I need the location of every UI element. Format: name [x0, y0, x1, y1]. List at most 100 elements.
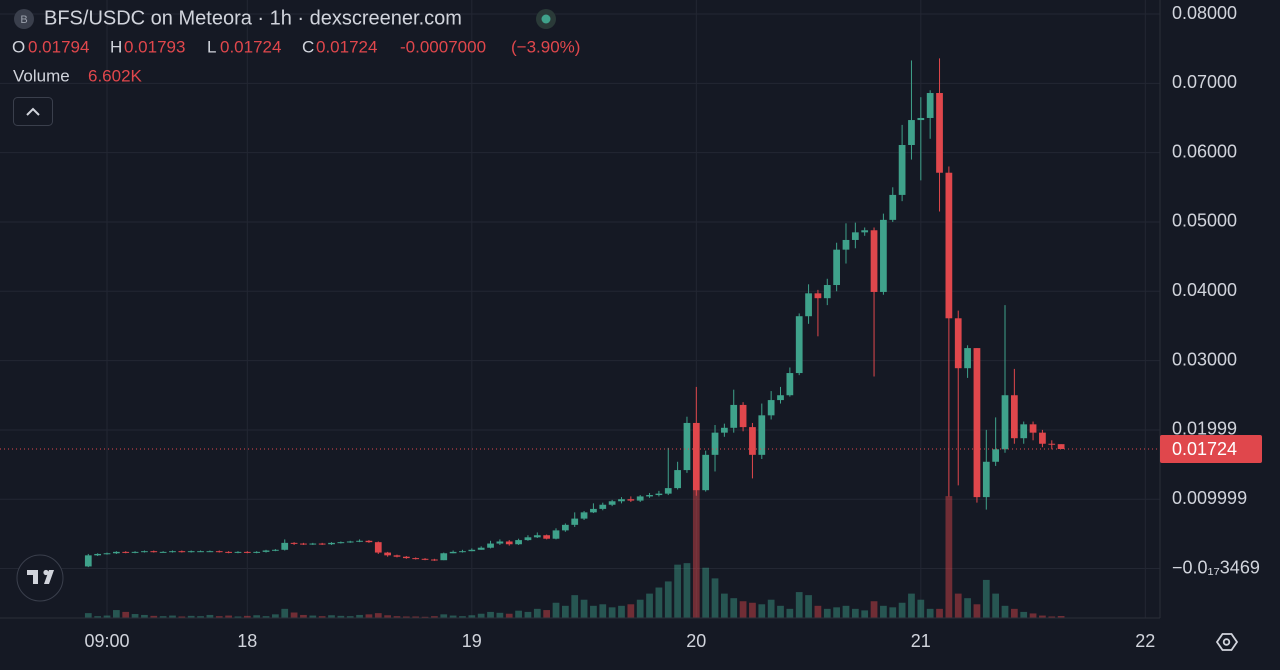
candle-body — [786, 373, 794, 396]
candle-body — [805, 293, 812, 317]
volume-bar — [159, 616, 167, 618]
candle-layer — [84, 58, 1065, 568]
candle-body — [1029, 424, 1037, 433]
volume-bar — [1001, 605, 1009, 618]
volume-bar — [805, 595, 812, 618]
candle-body — [281, 542, 289, 550]
candle-body — [412, 558, 420, 560]
x-tick-label: 18 — [237, 631, 257, 651]
volume-bar — [739, 601, 747, 618]
settings-icon[interactable] — [1215, 633, 1239, 651]
y-tick-label: 0.009999 — [1172, 488, 1247, 508]
volume-bar — [505, 613, 513, 618]
candle-body — [758, 415, 766, 455]
candle-body — [861, 230, 869, 233]
volume-bar — [664, 581, 672, 618]
volume-bar — [402, 616, 410, 618]
close-label: C — [302, 37, 314, 56]
tradingview-logo[interactable] — [16, 554, 64, 602]
y-tick-label: −0.0₁₇3469 — [1172, 557, 1260, 577]
candle-body — [131, 551, 139, 553]
candle-body — [870, 230, 878, 292]
token-icon-letter: B — [20, 14, 27, 26]
chart-title: BFS/USDC on Meteora · 1h · dexscreener.c… — [44, 7, 462, 29]
candle-body — [440, 553, 448, 561]
x-tick-label: 09:00 — [84, 631, 129, 651]
volume-bar — [1057, 615, 1065, 618]
candle-body — [552, 530, 560, 539]
volume-bar — [982, 579, 990, 618]
candle-body — [103, 553, 111, 555]
volume-bar — [590, 605, 597, 618]
volume-bar — [823, 608, 831, 618]
candle-body — [262, 550, 270, 552]
candle-body — [898, 145, 906, 195]
volume-bar — [150, 615, 158, 618]
volume-bar — [393, 616, 401, 618]
candle-body — [431, 559, 438, 561]
candle-body — [1001, 395, 1009, 450]
token-icon — [14, 9, 34, 29]
x-tick-label: 21 — [911, 631, 931, 651]
volume-bar — [964, 598, 971, 618]
volume-bar — [1020, 611, 1028, 618]
volume-bar — [749, 602, 756, 618]
volume-bar — [721, 593, 728, 618]
candle-body — [608, 501, 616, 505]
candle-body — [889, 194, 897, 220]
volume-bar — [487, 611, 494, 618]
volume-layer — [84, 490, 1065, 618]
candle-body — [1010, 395, 1018, 439]
volume-bar — [992, 593, 1000, 618]
candle-body — [346, 541, 354, 543]
volume-bar — [571, 595, 579, 618]
volume-bar — [954, 593, 962, 618]
candle-body — [328, 542, 335, 545]
candle-body — [674, 470, 681, 489]
y-tick-label: 0.03000 — [1172, 349, 1237, 369]
candle-body — [917, 117, 925, 121]
volume-bar — [141, 614, 148, 618]
candle-body — [449, 551, 457, 554]
candle-body — [973, 348, 981, 498]
candle-body — [1039, 432, 1046, 444]
candle-body — [290, 542, 298, 544]
close-value: 0.01724 — [316, 37, 377, 56]
collapse-button[interactable] — [13, 97, 53, 126]
volume-bar — [561, 605, 569, 618]
candle-body — [122, 551, 130, 553]
candle-body — [749, 427, 756, 455]
candle-body — [215, 551, 223, 553]
candle-body — [767, 400, 775, 416]
volume-label: Volume — [13, 66, 70, 85]
volume-value: 6.602K — [88, 66, 143, 85]
candle-body — [1020, 424, 1028, 439]
volume-bar — [281, 608, 289, 618]
candle-body — [655, 493, 663, 496]
volume-bar — [421, 616, 429, 618]
open-label: O — [12, 37, 25, 56]
candle-body — [777, 395, 784, 401]
candle-body — [543, 535, 551, 539]
volume-bar — [833, 607, 840, 618]
candle-body — [141, 551, 148, 553]
candle-body — [356, 540, 363, 542]
candle-body — [936, 93, 943, 173]
candle-body — [842, 239, 850, 250]
volume-bar — [973, 604, 981, 618]
candle-body — [795, 316, 803, 374]
candle-body — [599, 504, 607, 509]
volume-bar — [1029, 613, 1037, 618]
candle-body — [683, 422, 691, 471]
volume-bar — [851, 608, 859, 618]
candle-body — [84, 555, 92, 567]
volume-bar — [253, 615, 261, 618]
volume-bar — [898, 602, 906, 618]
candle-body — [421, 558, 429, 560]
candle-body — [112, 551, 120, 554]
price-tag-label: 0.01724 — [1172, 439, 1237, 459]
volume-bar — [94, 616, 102, 618]
candle-body — [561, 524, 569, 531]
volume-bar — [674, 564, 681, 618]
